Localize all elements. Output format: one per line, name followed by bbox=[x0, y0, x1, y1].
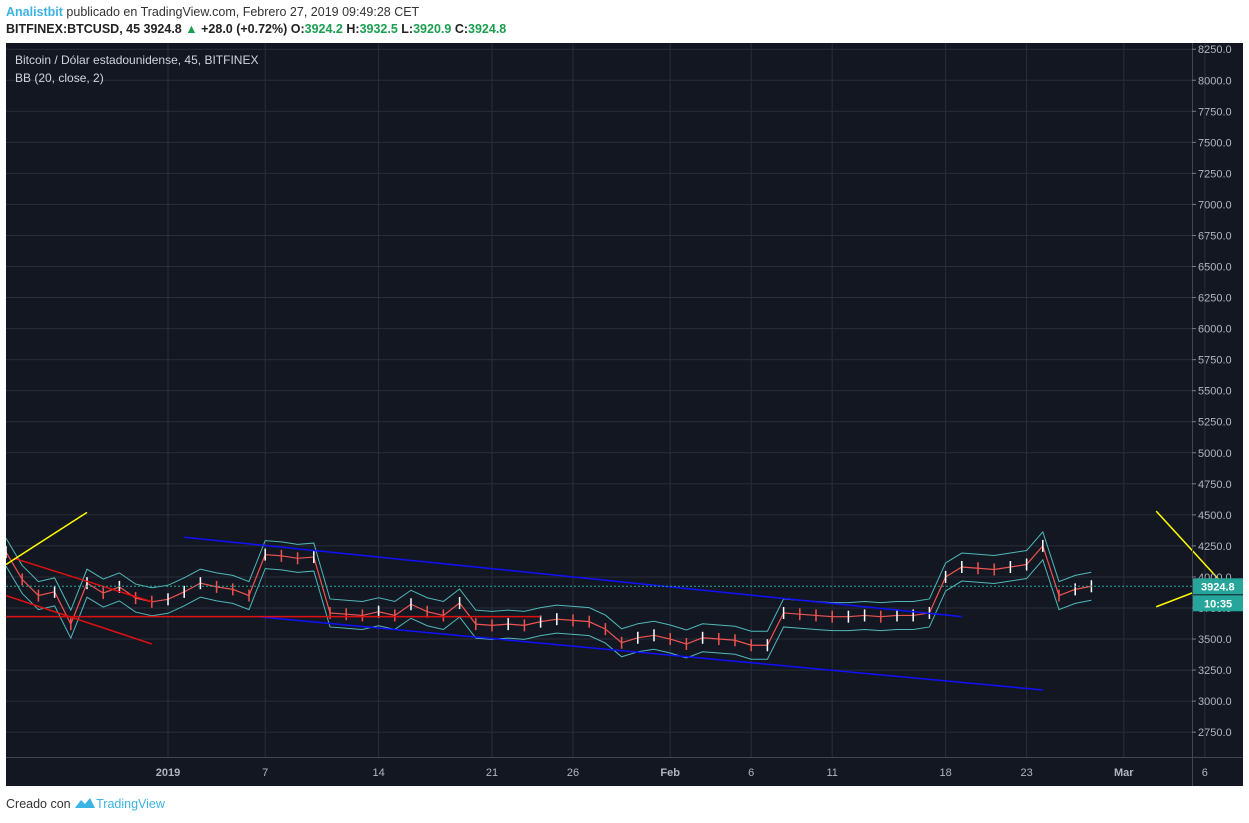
trendline-blue bbox=[184, 536, 962, 618]
y-tick-label: 8000.0 bbox=[1198, 75, 1232, 87]
low-label: L: bbox=[401, 22, 414, 36]
x-tick-label: Mar bbox=[1114, 767, 1134, 779]
indicator-label[interactable]: BB (20, close, 2) bbox=[15, 71, 104, 85]
price-series bbox=[5, 539, 1093, 652]
y-tick-label: 5000.0 bbox=[1198, 448, 1232, 460]
x-tick-label: 6 bbox=[748, 767, 754, 779]
grid bbox=[6, 43, 1206, 757]
x-tick-label: 18 bbox=[939, 767, 951, 779]
low-value: 3920.9 bbox=[413, 22, 452, 36]
bollinger-lower bbox=[5, 558, 1092, 660]
close-value: 3924.8 bbox=[468, 22, 507, 36]
trendline-red bbox=[13, 557, 153, 603]
chart-title: Bitcoin / Dólar estadounidense, 45, BITF… bbox=[15, 53, 258, 67]
y-axis[interactable]: 2750.03000.03250.03500.03750.04000.04250… bbox=[1192, 44, 1232, 739]
tradingview-logo-icon bbox=[75, 798, 96, 808]
author-name[interactable]: Analistbit bbox=[6, 5, 63, 19]
countdown-text: 10:35 bbox=[1204, 598, 1232, 610]
close-label: C: bbox=[454, 22, 469, 36]
bollinger-upper bbox=[5, 530, 1092, 632]
triangle-up-icon: ▲ bbox=[185, 22, 198, 36]
x-tick-label: 23 bbox=[1020, 767, 1032, 779]
ohlc-header: BITFINEX:BTCUSD, 45 3924.8 ▲ +28.0 (+0.7… bbox=[6, 22, 506, 36]
y-tick-label: 3500.0 bbox=[1198, 634, 1232, 646]
y-tick-label: 2750.0 bbox=[1198, 727, 1232, 739]
y-tick-label: 4250.0 bbox=[1198, 541, 1232, 553]
y-tick-label: 7000.0 bbox=[1198, 199, 1232, 211]
y-tick-label: 6500.0 bbox=[1198, 262, 1232, 274]
price-chart[interactable]: 2750.03000.03250.03500.03750.04000.04250… bbox=[5, 43, 1243, 786]
open-label: O: bbox=[290, 22, 305, 36]
y-tick-label: 5250.0 bbox=[1198, 417, 1232, 429]
trendlines bbox=[5, 510, 1222, 691]
created-with: Creado con bbox=[6, 797, 71, 811]
price-line bbox=[5, 544, 1092, 646]
trendline-red bbox=[5, 594, 153, 645]
x-tick-label: 26 bbox=[567, 767, 579, 779]
publish-info: publicado en TradingView.com, Febrero 27… bbox=[62, 5, 420, 19]
open-value: 3924.2 bbox=[304, 22, 343, 36]
chart-panel[interactable]: 2750.03000.03250.03500.03750.04000.04250… bbox=[5, 43, 1243, 786]
x-tick-label: 21 bbox=[486, 767, 498, 779]
price-change: +28.0 (+0.72%) bbox=[201, 22, 288, 36]
x-tick-label: 2019 bbox=[156, 767, 180, 779]
x-tick-label: 11 bbox=[826, 767, 837, 779]
current-price-tag: 3924.8 10:35 bbox=[1193, 578, 1243, 612]
y-tick-label: 6250.0 bbox=[1198, 293, 1232, 305]
publish-header: Analistbit publicado en TradingView.com,… bbox=[6, 5, 419, 19]
high-value: 3932.5 bbox=[359, 22, 398, 36]
y-tick-label: 3000.0 bbox=[1198, 696, 1232, 708]
y-tick-label: 7750.0 bbox=[1198, 106, 1232, 118]
y-tick-label: 4500.0 bbox=[1198, 510, 1232, 522]
x-tick-label: 7 bbox=[262, 767, 268, 779]
trendline-yellow bbox=[5, 511, 88, 566]
y-tick-label: 6750.0 bbox=[1198, 230, 1232, 242]
high-label: H: bbox=[346, 22, 360, 36]
footer: Creado con TradingView bbox=[6, 797, 165, 811]
x-tick-label: Feb bbox=[660, 767, 680, 779]
y-tick-label: 7250.0 bbox=[1198, 168, 1232, 180]
x-tick-label: 14 bbox=[372, 767, 384, 779]
current-price-text: 3924.8 bbox=[1201, 581, 1235, 593]
x-tick-label: 6 bbox=[1202, 767, 1208, 779]
y-tick-label: 8250.0 bbox=[1198, 44, 1232, 56]
bollinger-bands bbox=[5, 530, 1092, 660]
last-price: 3924.8 bbox=[143, 22, 182, 36]
y-tick-label: 6000.0 bbox=[1198, 324, 1232, 336]
y-tick-label: 5750.0 bbox=[1198, 355, 1232, 367]
symbol-label: BITFINEX:BTCUSD, 45 bbox=[6, 22, 141, 36]
y-tick-label: 5500.0 bbox=[1198, 386, 1232, 398]
y-tick-label: 3250.0 bbox=[1198, 665, 1232, 677]
x-axis[interactable]: 2019 7 14 21 26 Feb 6 11 18 23 Mar 6 bbox=[156, 767, 1208, 779]
tradingview-brand[interactable]: TradingView bbox=[96, 797, 165, 811]
y-tick-label: 7500.0 bbox=[1198, 137, 1232, 149]
trendline-blue bbox=[257, 615, 1043, 691]
y-tick-label: 4750.0 bbox=[1198, 479, 1232, 491]
trendline-yellow bbox=[1155, 510, 1222, 583]
